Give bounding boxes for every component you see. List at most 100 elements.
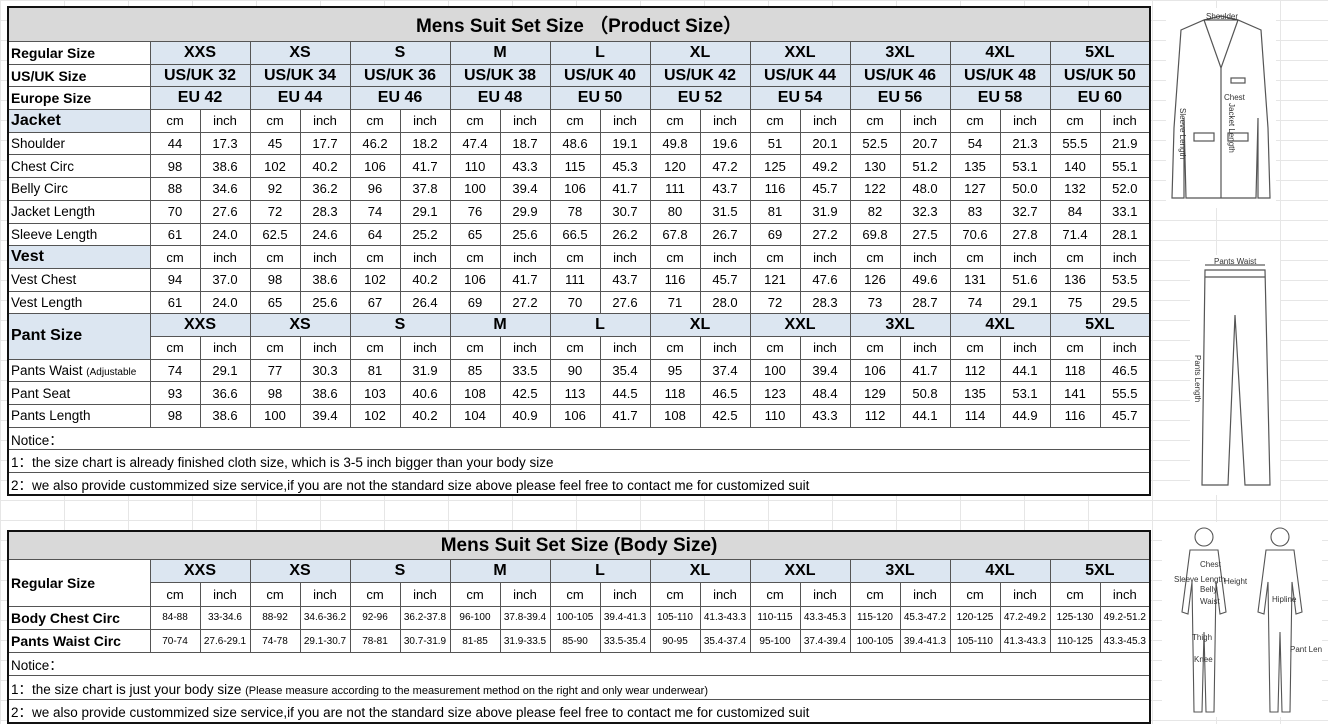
value-cell: 53.1 — [999, 381, 1051, 405]
unit-inch: inch — [499, 582, 551, 607]
table-row: Jacket Length 70 27.6 72 28.3 74 29.1 76 29.9 78 3… — [7, 199, 1151, 224]
unit-inch: inch — [599, 335, 651, 360]
value-cell: 72 — [249, 199, 301, 224]
value-cell: 132 — [1049, 177, 1101, 201]
row-label-text: Pants Length — [11, 408, 91, 424]
row-label-text: Chest Circ — [11, 158, 75, 174]
value-cell: 102 — [349, 267, 401, 292]
value-cell: 72 — [749, 290, 801, 315]
value-cell: 27.2 — [499, 290, 551, 315]
value-cell: 135 — [949, 154, 1001, 179]
value-cell: 96 — [349, 177, 401, 201]
size-header: XS — [249, 313, 351, 337]
value-cell: 98 — [149, 404, 201, 428]
size-header: 4XL — [949, 41, 1051, 65]
usuk-size-row: US/UK Size US/UK 32 US/UK 34 US/UK 36 US/UK … — [7, 63, 1151, 88]
value-cell: 52.0 — [1099, 177, 1151, 201]
value-cell: 55.1 — [1099, 154, 1151, 179]
unit-inch: inch — [899, 109, 951, 133]
value-cell: 27.6 — [599, 290, 651, 315]
value-cell: 126 — [849, 267, 901, 292]
size-header: 4XL — [949, 558, 1051, 584]
notice-text: 1：the size chart is already finished clo… — [7, 449, 1151, 474]
value-cell: 106 — [849, 358, 901, 383]
value-cell: 116 — [649, 267, 701, 292]
value-cell: 18.7 — [499, 131, 551, 156]
unit-inch: inch — [399, 335, 451, 360]
unit-inch: inch — [599, 245, 651, 269]
row-label-text: Belly Circ — [11, 181, 69, 197]
size-header: XL — [649, 313, 751, 337]
size-header: 5XL — [1049, 313, 1151, 337]
value-cell: 105-110 — [649, 605, 701, 630]
value-cell: 53.5 — [1099, 267, 1151, 292]
unit-cm: cm — [149, 109, 201, 133]
size-header: EU 48 — [449, 86, 551, 111]
value-cell: 28.0 — [699, 290, 751, 315]
value-cell: 81 — [349, 358, 401, 383]
row-label: Shoulder — [7, 131, 151, 156]
value-cell: 50.8 — [899, 381, 951, 405]
size-header: XL — [649, 558, 751, 584]
value-cell: 41.3-43.3 — [999, 628, 1051, 654]
value-cell: 24.0 — [199, 222, 251, 247]
value-cell: 110 — [449, 154, 501, 179]
unit-inch: inch — [299, 109, 351, 133]
unit-cm: cm — [349, 335, 401, 360]
value-cell: 75 — [1049, 290, 1101, 315]
unit-inch: inch — [799, 582, 851, 607]
belly-label: Belly — [1200, 585, 1217, 594]
notice-row: 2：we also provide custommized size servi… — [7, 698, 1151, 724]
value-cell: 43.3-45.3 — [1099, 628, 1151, 654]
value-cell: 20.7 — [899, 131, 951, 156]
unit-cm: cm — [649, 245, 701, 269]
value-cell: 33.1 — [1099, 199, 1151, 224]
value-cell: 19.1 — [599, 131, 651, 156]
sleeve-label: Sleeve Length — [1174, 575, 1225, 584]
regular-size-row: Regular Size XXS XS S M L XL XXL 3XL 4XL 5XL — [7, 558, 1151, 607]
table-row: Vest Length 61 24.0 65 25.6 67 26.4 69 27.2 70 27.… — [7, 290, 1151, 315]
value-cell: 74 — [949, 290, 1001, 315]
row-label-text: Jacket Length — [11, 204, 96, 220]
value-cell: 46.5 — [1099, 358, 1151, 383]
notice-line: 1：the size chart is just your body size — [11, 681, 242, 697]
size-header: 5XL — [1049, 558, 1151, 584]
size-header: EU 58 — [949, 86, 1051, 111]
value-cell: 73 — [849, 290, 901, 315]
size-header: 3XL — [849, 313, 951, 337]
unit-inch: inch — [599, 582, 651, 607]
value-cell: 102 — [349, 404, 401, 428]
value-cell: 131 — [949, 267, 1001, 292]
value-cell: 111 — [549, 267, 601, 292]
row-label: Pant Seat — [7, 381, 151, 405]
value-cell: 40.6 — [399, 381, 451, 405]
value-cell: 88-92 — [249, 605, 301, 630]
value-cell: 37.4-39.4 — [799, 628, 851, 654]
size-header: XS — [249, 41, 351, 65]
value-cell: 66.5 — [549, 222, 601, 247]
value-cell: 41.7 — [499, 267, 551, 292]
value-cell: 33.5-35.4 — [599, 628, 651, 654]
value-cell: 20.1 — [799, 131, 851, 156]
value-cell: 71.4 — [1049, 222, 1101, 247]
pants-waist-label: Pants Waist — [1214, 257, 1257, 266]
unit-inch: inch — [999, 109, 1051, 133]
row-label: Sleeve Length — [7, 222, 151, 247]
table-row: Pant Seat 93 36.6 98 38.6 103 40.6 108 42.5 113 44… — [7, 381, 1151, 405]
value-cell: 108 — [449, 381, 501, 405]
value-cell: 69 — [749, 222, 801, 247]
value-cell: 74 — [149, 358, 201, 383]
size-header: 3XL — [849, 41, 951, 65]
size-header: EU 54 — [749, 86, 851, 111]
regular-size-row: Regular Size XXS XS S M L XL XXL 3XL 4XL 5XL — [7, 41, 1151, 65]
value-cell: 27.8 — [999, 222, 1051, 247]
value-cell: 44.5 — [599, 381, 651, 405]
unit-cm: cm — [749, 109, 801, 133]
value-cell: 52.5 — [849, 131, 901, 156]
value-cell: 27.2 — [799, 222, 851, 247]
pant-unit-row: cm inch cm inch cm inch cm inch cm inch cm inch cm in… — [8, 335, 1151, 360]
value-cell: 121 — [749, 267, 801, 292]
value-cell: 92-96 — [349, 605, 401, 630]
table-row: Belly Circ 88 34.6 92 36.2 96 37.8 100 39.4 106 41… — [7, 177, 1151, 201]
pants-sketch: Pants Waist Pants Length — [1190, 255, 1280, 495]
